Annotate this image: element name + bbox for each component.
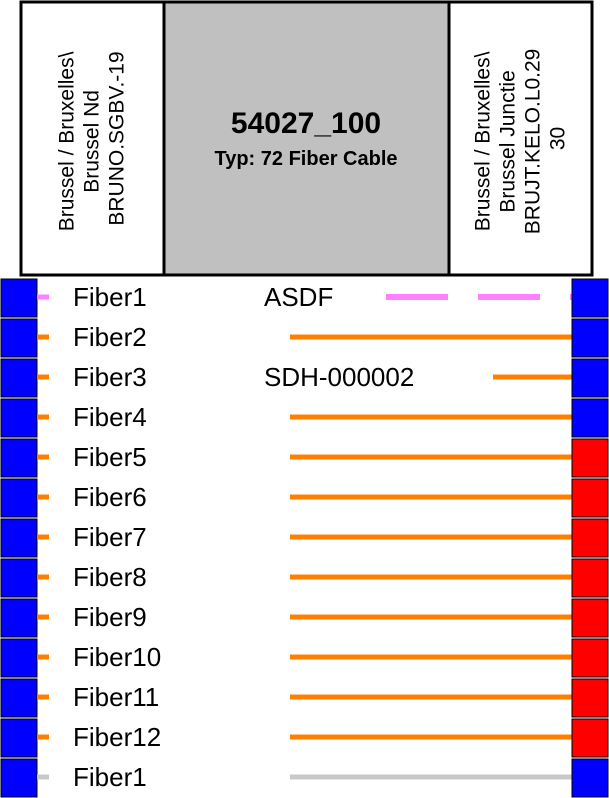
cable-type-label: Typ: 72 Fiber Cable [214, 148, 397, 170]
fiber-row[interactable]: Fiber1 ASDF [0, 278, 609, 318]
left-port[interactable] [0, 598, 38, 638]
right-port[interactable] [571, 598, 609, 638]
left-site-label: Brussel / Bruxelles\ Brussel Nd BRUNO.SG… [56, 46, 129, 232]
cable-title: 54027_100 [231, 107, 381, 140]
left-port[interactable] [0, 278, 38, 318]
cable-box[interactable] [162, 0, 451, 277]
right-site-box[interactable] [447, 0, 594, 277]
right-port[interactable] [571, 558, 609, 598]
fiber-label: Fiber11 [73, 682, 159, 712]
left-port[interactable] [0, 558, 38, 598]
right-site-line: Brussel Junctie [497, 70, 520, 212]
right-port[interactable] [571, 518, 609, 558]
right-site-line: BRUJT.KELO.L0.29 [522, 49, 545, 235]
fiber-row[interactable]: Fiber12 [0, 718, 609, 758]
left-port[interactable] [0, 478, 38, 518]
left-port[interactable] [0, 718, 38, 758]
fiber-label: Fiber2 [73, 322, 147, 352]
left-site-line: Brussel Nd [81, 90, 104, 193]
fiber-row[interactable]: Fiber8 [0, 558, 609, 598]
right-site-line: 30 [547, 127, 570, 150]
right-port[interactable] [571, 678, 609, 718]
fiber-row[interactable]: Fiber4 [0, 398, 609, 438]
fiber-row[interactable]: Fiber10 [0, 638, 609, 678]
left-site-box[interactable] [19, 0, 166, 277]
fiber-row[interactable]: Fiber5 [0, 438, 609, 478]
fiber-label: Fiber5 [73, 442, 147, 472]
fiber-rows: Fiber1 ASDF Fiber2 Fiber3 SDH-000002 Fiber4 Fi… [0, 278, 609, 798]
right-port[interactable] [571, 438, 609, 478]
right-port[interactable] [571, 478, 609, 518]
fiber-row[interactable]: Fiber1 [0, 758, 609, 798]
fiber-row[interactable]: Fiber6 [0, 478, 609, 518]
fiber-label: Fiber1 [73, 762, 147, 792]
fiber-label: Fiber3 [73, 362, 147, 392]
right-port[interactable] [571, 398, 609, 438]
fiber-row[interactable]: Fiber11 [0, 678, 609, 718]
right-port[interactable] [571, 718, 609, 758]
right-site-line: Brussel / Bruxelles\ [472, 51, 495, 231]
fiber-row[interactable]: Fiber7 [0, 518, 609, 558]
fiber-label: Fiber12 [73, 722, 161, 752]
fiber-label: Fiber9 [73, 602, 147, 632]
fiber-label: Fiber10 [73, 642, 161, 672]
left-site-line: Brussel / Bruxelles\ [56, 51, 79, 231]
left-port[interactable] [0, 438, 38, 478]
right-port[interactable] [571, 358, 609, 398]
right-port[interactable] [571, 318, 609, 358]
fiber-label: Fiber4 [73, 402, 147, 432]
left-site-line: BRUNO.SGBV.-19 [106, 51, 129, 225]
circuit-label[interactable]: SDH-000002 [264, 362, 414, 392]
left-port[interactable] [0, 358, 38, 398]
left-port[interactable] [0, 518, 38, 558]
left-port[interactable] [0, 318, 38, 358]
left-port[interactable] [0, 398, 38, 438]
fiber-row[interactable]: Fiber2 [0, 318, 609, 358]
right-site-label: Brussel / Bruxelles\ Brussel Junctie BRU… [472, 43, 570, 234]
fiber-label: Fiber8 [73, 562, 147, 592]
left-port[interactable] [0, 758, 38, 798]
right-port[interactable] [571, 638, 609, 678]
left-port[interactable] [0, 638, 38, 678]
fiber-label: Fiber7 [73, 522, 147, 552]
fiber-row[interactable]: Fiber3 SDH-000002 [0, 358, 609, 398]
fiber-label: Fiber6 [73, 482, 147, 512]
circuit-label[interactable]: ASDF [264, 282, 333, 312]
fiber-row[interactable]: Fiber9 [0, 598, 609, 638]
fiber-label: Fiber1 [73, 282, 147, 312]
left-port[interactable] [0, 678, 38, 718]
right-port[interactable] [571, 278, 609, 318]
right-port[interactable] [571, 758, 609, 798]
